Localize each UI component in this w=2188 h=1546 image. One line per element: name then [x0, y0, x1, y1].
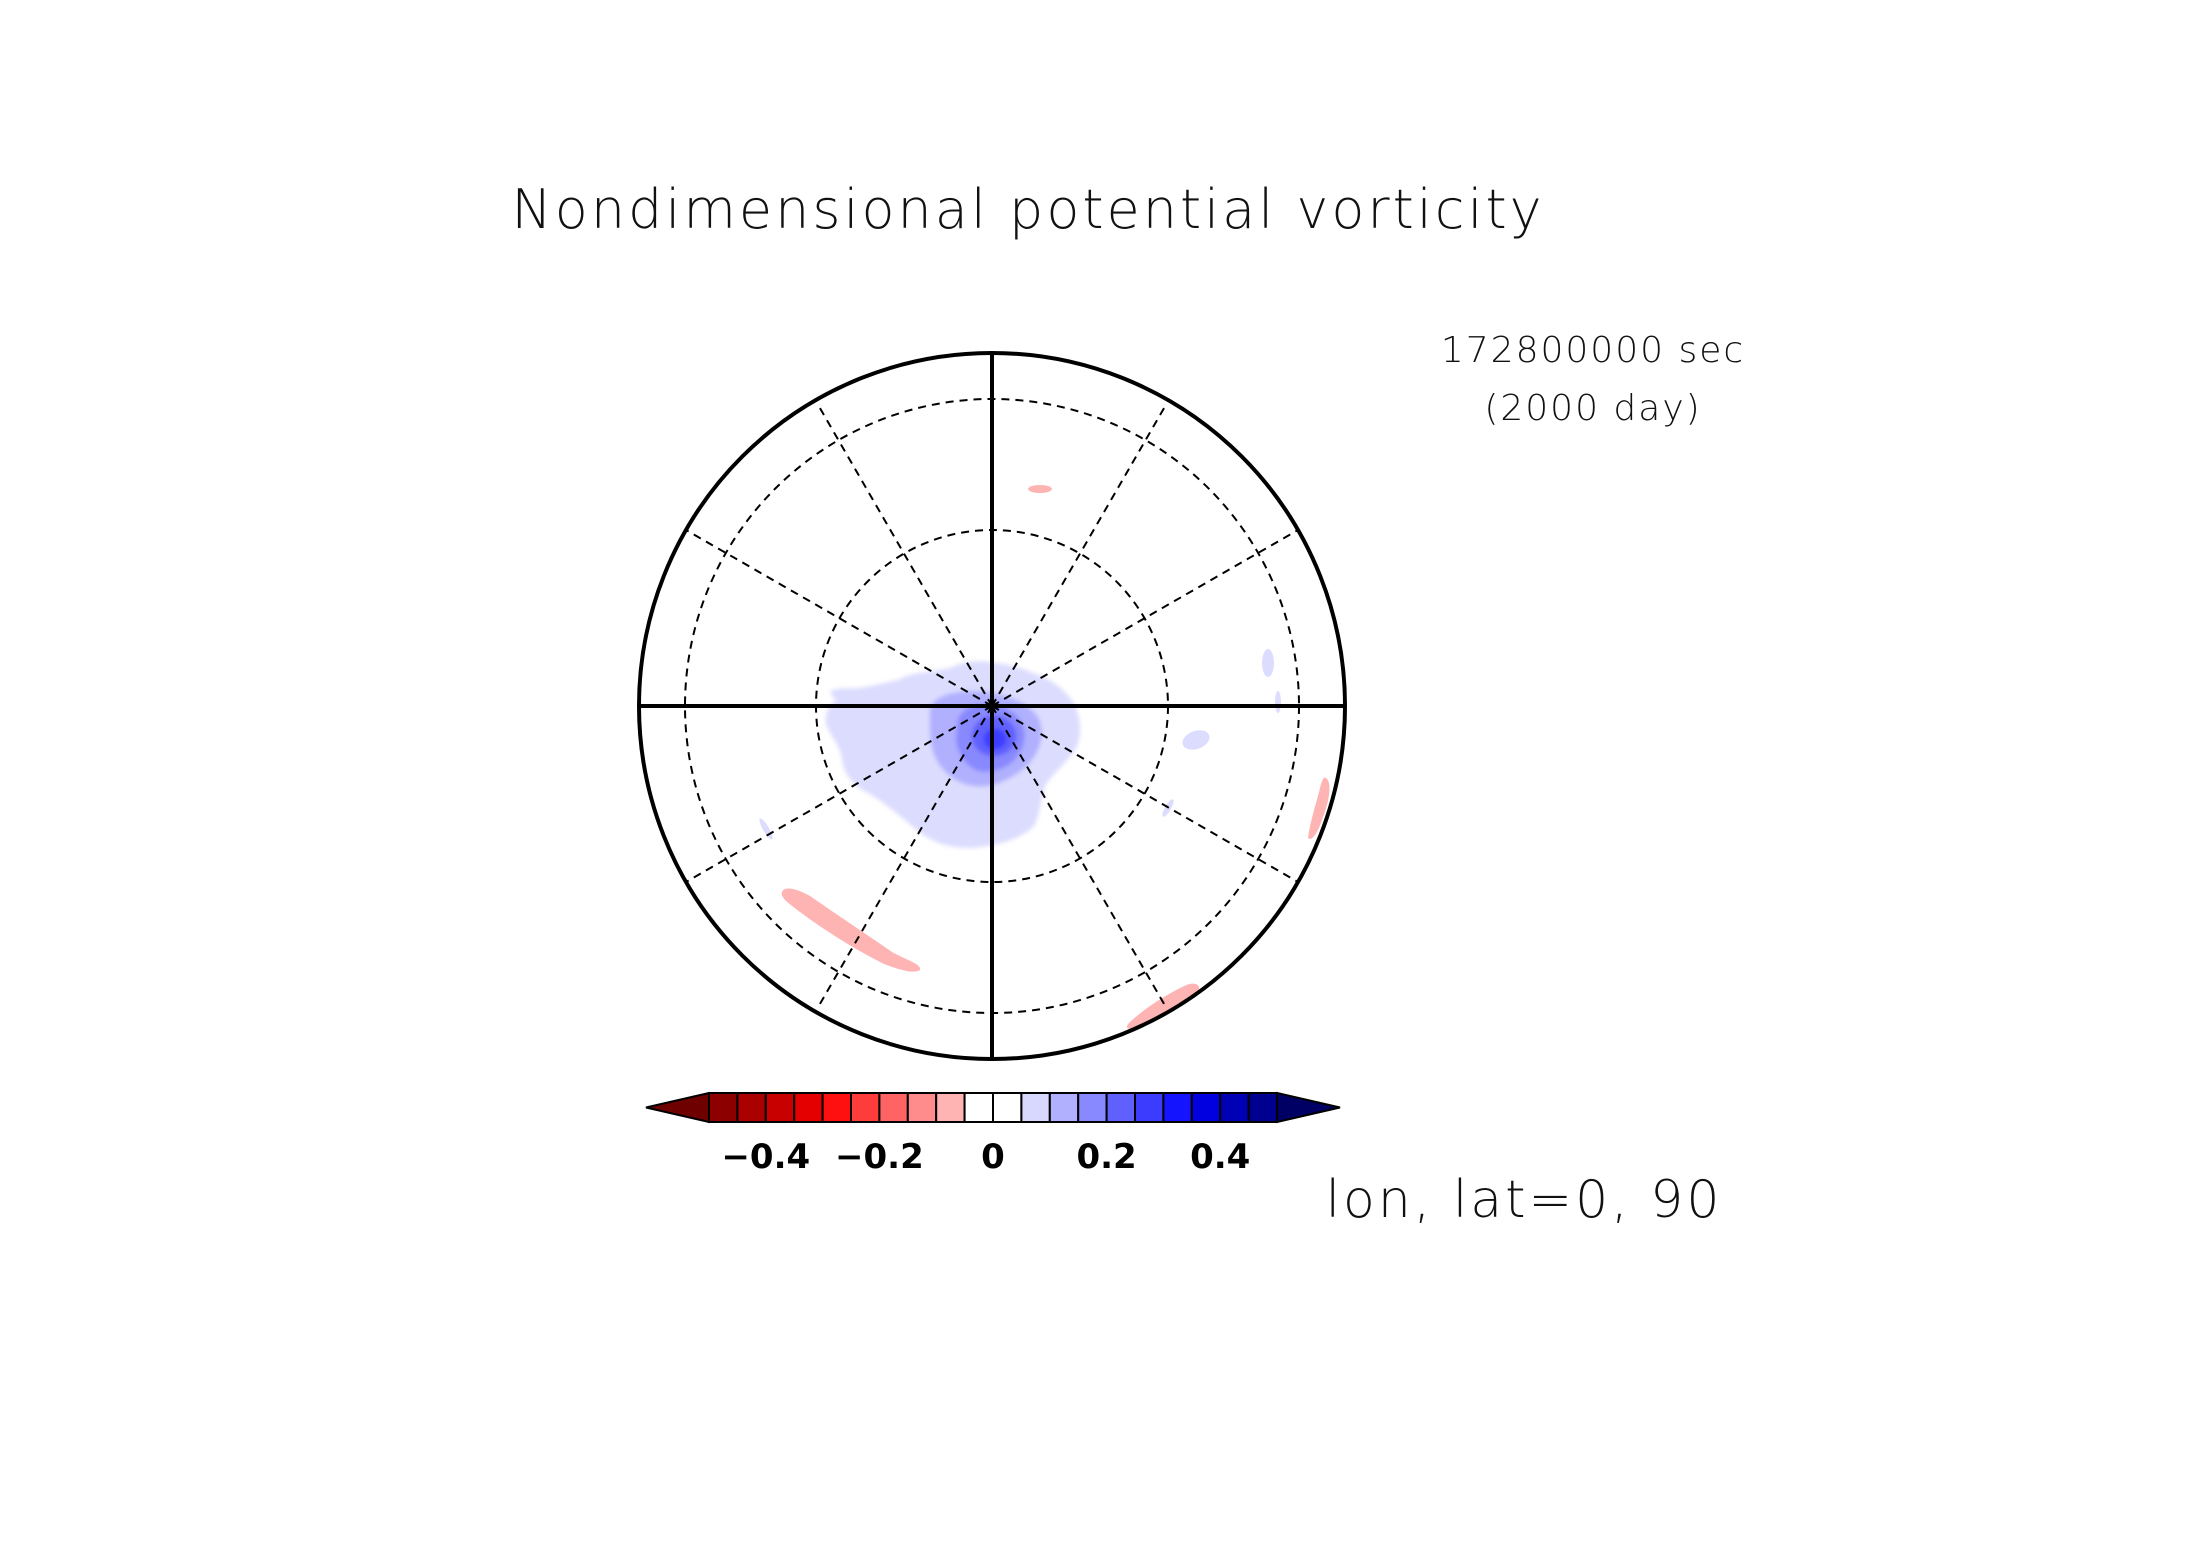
colorbar-extend-min [645, 1091, 710, 1124]
meridians-dashed [685, 402, 1299, 1010]
chart-title: Nondimensional potential vorticity [511, 178, 1544, 241]
colorbar-extend-max [1276, 1091, 1341, 1124]
time-days-label: (2000 day) [1484, 388, 1701, 429]
colorbar-tick-label: −0.2 [835, 1137, 924, 1177]
colorbar-tick-label: 0.4 [1190, 1137, 1250, 1177]
meridian-60 [991, 529, 1299, 707]
colorbar-segment [963, 1092, 994, 1123]
colorbar-segment [821, 1092, 852, 1123]
pv-contour-0p25 [984, 729, 1006, 749]
colorbar-segment [736, 1092, 767, 1123]
pv-blob-right-2 [1275, 691, 1281, 713]
meridian-300 [685, 529, 993, 707]
slice-label: lon, lat=0, 90 [1326, 1170, 1723, 1230]
colorbar-segment [1134, 1092, 1165, 1123]
colorbar-segment [935, 1092, 966, 1123]
pv-negative-filament [781, 888, 921, 972]
colorbar-segment [1077, 1092, 1108, 1123]
meridian-210 [816, 705, 993, 1010]
colorbar-segment [1048, 1092, 1080, 1123]
pv-blob-right-1 [1262, 649, 1274, 677]
meridian-240 [685, 705, 993, 883]
colorbar: −0.4 −0.2 0 0.2 0.4 [645, 1091, 1341, 1177]
meridian-330 [816, 402, 993, 707]
colorbar-segment [1190, 1092, 1222, 1123]
colorbar-segment [764, 1092, 796, 1123]
meridian-30 [991, 402, 1168, 707]
colorbar-tick-label: 0.2 [1076, 1137, 1136, 1177]
colorbar-tick-label: 0 [981, 1137, 1005, 1177]
pv-negative-top [1028, 485, 1052, 493]
colorbar-segment [1247, 1092, 1278, 1123]
polar-plot [637, 351, 1347, 1061]
meridian-150 [991, 705, 1168, 1010]
pv-blob-right-3 [1182, 730, 1210, 750]
colorbar-segment [708, 1092, 739, 1123]
colorbar-segment [1219, 1092, 1250, 1123]
colorbar-segment [878, 1092, 909, 1123]
meridian-120 [991, 705, 1299, 883]
plot-boundary [637, 351, 1347, 1061]
colorbar-segment [1020, 1092, 1051, 1123]
time-seconds-label: 172800000 sec [1441, 330, 1745, 371]
pv-negative-rim-bottom [1126, 983, 1200, 1029]
colorbar-segment [850, 1092, 881, 1123]
pv-negative-rim-right [1308, 777, 1330, 839]
colorbar-segment [906, 1092, 938, 1123]
colorbar-tick-label: −0.4 [721, 1137, 810, 1177]
colorbar-segment [1105, 1092, 1136, 1123]
colorbar-segment [992, 1092, 1023, 1123]
colorbar-segment [1162, 1092, 1193, 1123]
colorbar-segment [793, 1092, 824, 1123]
